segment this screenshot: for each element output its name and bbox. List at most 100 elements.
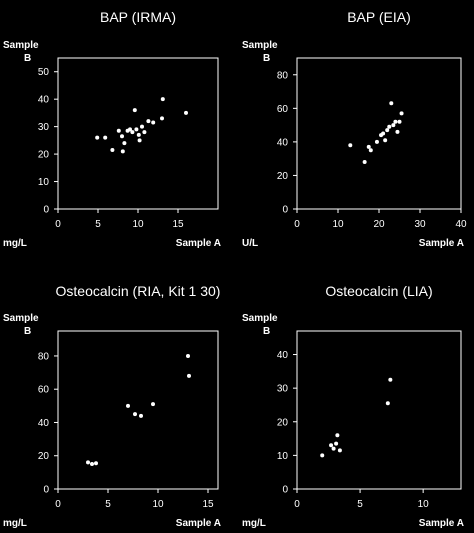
unit-label: U/L bbox=[242, 238, 258, 249]
data-point bbox=[399, 111, 404, 116]
y-tick-label: 50 bbox=[38, 67, 50, 78]
data-point bbox=[335, 433, 340, 438]
y-tick-label: 60 bbox=[277, 104, 289, 115]
y-tick-label: 30 bbox=[277, 384, 289, 395]
data-point bbox=[136, 132, 141, 137]
y-tick-label: 40 bbox=[38, 95, 50, 106]
data-point bbox=[132, 108, 137, 113]
plot-frame bbox=[57, 330, 219, 490]
unit-label: mg/L bbox=[242, 518, 266, 529]
data-point bbox=[90, 462, 94, 467]
data-point bbox=[151, 402, 155, 407]
data-point bbox=[186, 353, 190, 358]
data-point bbox=[334, 441, 339, 446]
y-axis-label-line2: B bbox=[263, 53, 270, 64]
panel-2: BAP (EIA) 0 20 40 60 80 0 10 20 30 40 Sample B U/L Sam… bbox=[242, 9, 467, 249]
data-point bbox=[393, 119, 398, 124]
data-point bbox=[385, 401, 390, 406]
data-point bbox=[126, 403, 130, 408]
x-tick-label: 5 bbox=[95, 219, 101, 230]
x-tick-label: 0 bbox=[294, 499, 300, 510]
data-point bbox=[397, 119, 402, 124]
x-tick-label: 20 bbox=[373, 219, 385, 230]
x-tick-label: 5 bbox=[357, 499, 363, 510]
data-point bbox=[385, 128, 390, 133]
data-point bbox=[388, 377, 393, 382]
data-point bbox=[184, 110, 188, 115]
data-point bbox=[381, 131, 386, 136]
data-point bbox=[366, 144, 371, 149]
x-tick-label: 10 bbox=[152, 499, 164, 510]
y-tick-label: 20 bbox=[38, 150, 50, 161]
y-tick-label: 0 bbox=[43, 485, 49, 496]
data-point bbox=[146, 119, 151, 124]
chart-title: Osteocalcin (LIA) bbox=[325, 283, 432, 299]
data-point bbox=[130, 130, 135, 135]
x-tick-label: 40 bbox=[455, 219, 467, 230]
unit-label: mg/L bbox=[3, 238, 27, 249]
x-tick-label: 15 bbox=[202, 499, 214, 510]
y-tick-label: 40 bbox=[277, 350, 289, 361]
y-axis-label-line2: B bbox=[24, 53, 31, 64]
y-axis-label-line1: Sample bbox=[242, 313, 278, 324]
data-point bbox=[395, 129, 400, 134]
data-point bbox=[383, 138, 388, 143]
data-point bbox=[187, 373, 191, 378]
x-tick-label: 5 bbox=[105, 499, 111, 510]
y-tick-label: 40 bbox=[38, 418, 50, 429]
y-tick-label: 60 bbox=[38, 385, 50, 396]
data-point bbox=[160, 116, 164, 121]
data-point bbox=[387, 124, 392, 129]
plot-frame bbox=[296, 57, 462, 210]
data-point bbox=[94, 461, 98, 466]
x-axis-label: Sample A bbox=[176, 238, 221, 249]
data-point bbox=[137, 138, 142, 143]
y-tick-label: 20 bbox=[38, 451, 50, 462]
data-point bbox=[86, 460, 90, 465]
y-tick-label: 30 bbox=[38, 122, 50, 133]
y-tick-label: 80 bbox=[277, 70, 289, 81]
x-axis-label: Sample A bbox=[176, 518, 221, 529]
x-tick-label: 0 bbox=[294, 219, 300, 230]
x-tick-label: 10 bbox=[132, 219, 144, 230]
panel-1: BAP (IRMA) 0 10 20 30 40 50 0 5 10 15 Sample Bmg/L Sa… bbox=[3, 9, 221, 249]
x-axis-label: Sample A bbox=[419, 238, 464, 249]
y-tick-label: 80 bbox=[38, 351, 50, 362]
data-point bbox=[160, 97, 165, 102]
data-point bbox=[348, 143, 353, 148]
data-point bbox=[133, 412, 137, 417]
data-point bbox=[128, 127, 132, 132]
y-tick-label: 10 bbox=[38, 177, 50, 188]
data-point bbox=[110, 147, 115, 152]
data-point bbox=[142, 130, 147, 135]
data-point bbox=[389, 101, 394, 106]
data-point bbox=[134, 127, 139, 132]
data-point bbox=[103, 135, 108, 140]
panel-4: Osteocalcin (LIA) 0 10 20 30 40 0 5 10 Sample Bmg/… bbox=[242, 283, 464, 529]
data-point bbox=[120, 134, 124, 139]
data-point bbox=[120, 149, 125, 154]
chart-title: Osteocalcin (RIA, Kit 1 30) bbox=[56, 283, 221, 299]
y-axis-label-line2: B bbox=[24, 326, 31, 337]
y-axis-label-line1: Sample bbox=[3, 313, 39, 324]
data-point bbox=[139, 413, 143, 418]
chart-title: BAP (EIA) bbox=[347, 9, 411, 25]
data-point bbox=[320, 453, 325, 458]
data-point bbox=[362, 160, 367, 165]
y-tick-label: 20 bbox=[277, 171, 289, 182]
chart-title: BAP (IRMA) bbox=[100, 9, 176, 25]
x-tick-label: 0 bbox=[55, 499, 61, 510]
data-point bbox=[95, 135, 100, 140]
data-point bbox=[116, 128, 121, 133]
data-point bbox=[140, 124, 144, 129]
x-tick-label: 15 bbox=[172, 219, 184, 230]
x-axis-label: Sample A bbox=[419, 518, 464, 529]
y-tick-label: 10 bbox=[277, 451, 289, 462]
data-point bbox=[331, 446, 336, 451]
y-tick-label: 20 bbox=[277, 417, 289, 428]
x-tick-label: 0 bbox=[55, 219, 61, 230]
y-axis-label-line2: B bbox=[263, 326, 270, 337]
data-point bbox=[337, 448, 342, 453]
y-tick-label: 0 bbox=[282, 485, 288, 496]
